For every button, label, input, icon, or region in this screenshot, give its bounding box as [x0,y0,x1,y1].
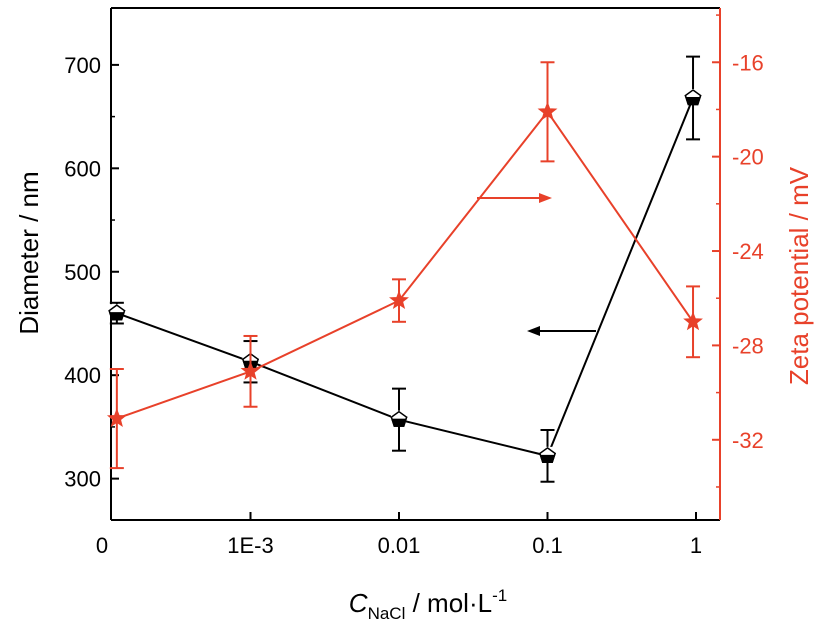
plot-series [106,55,703,483]
left-tick-label: 500 [64,260,101,285]
series-2 [106,61,703,470]
x-tick-label: 0.1 [532,533,563,558]
marker-highlight [539,446,556,455]
right-axis: -32 -28 -24 -20 -16 [712,14,764,488]
left-tick-label: 700 [64,53,101,78]
pentagon-outline [108,304,126,321]
arrowhead [539,193,552,203]
plot-frame [110,7,721,521]
x-tick-label: 0.01 [378,533,421,558]
star-marker [106,408,127,427]
x-axis-title: CNaCl / mol·L-1 [349,586,507,623]
right-tick-label: -28 [732,333,764,358]
data-point [108,304,126,321]
pentagon-outline [390,410,408,427]
star-marker [683,311,703,331]
pentagon-outline [539,446,556,464]
left-tick-label: 300 [64,467,101,492]
series-1 [108,55,702,483]
x-axis: 0 1E-3 0.01 0.1 1 [96,512,702,558]
series-line [116,97,694,458]
x-axis-title-superscript: -1 [492,586,507,605]
pentagon-outline [684,89,702,106]
x-tick-label: 1 [690,533,702,558]
left-axis: 300 400 500 600 700 [64,53,119,492]
right-tick-label: -32 [732,428,764,453]
data-point [684,88,702,106]
marker-highlight [685,88,702,97]
x-axis-title-symbol: C [349,588,368,618]
arrowhead [527,326,540,336]
annotations [477,193,596,336]
x-axis-title-subscript: NaCl [368,604,406,623]
data-point [390,410,408,427]
star-marker [389,290,409,310]
right-tick-label: -24 [732,239,764,264]
marker-highlight [108,304,125,313]
data-point [539,446,556,464]
right-tick-label: -20 [732,145,764,170]
x-tick-label: 1E-3 [227,533,273,558]
x-axis-title-unit: / mol·L [405,588,492,618]
arrow-annotation-right-axis [477,193,552,203]
right-tick-label: -16 [732,50,764,75]
y-axis-left-title: Diameter / nm [14,171,44,334]
marker-highlight [391,410,407,419]
left-tick-label: 400 [64,363,101,388]
star-marker [240,360,261,380]
x-tick-label: 0 [96,533,108,558]
star-marker [537,101,558,121]
arrow-annotation-left-axis [527,326,596,336]
series-line [116,110,694,420]
y-axis-right-title: Zeta potential / mV [784,166,814,385]
left-tick-label: 600 [64,156,101,181]
